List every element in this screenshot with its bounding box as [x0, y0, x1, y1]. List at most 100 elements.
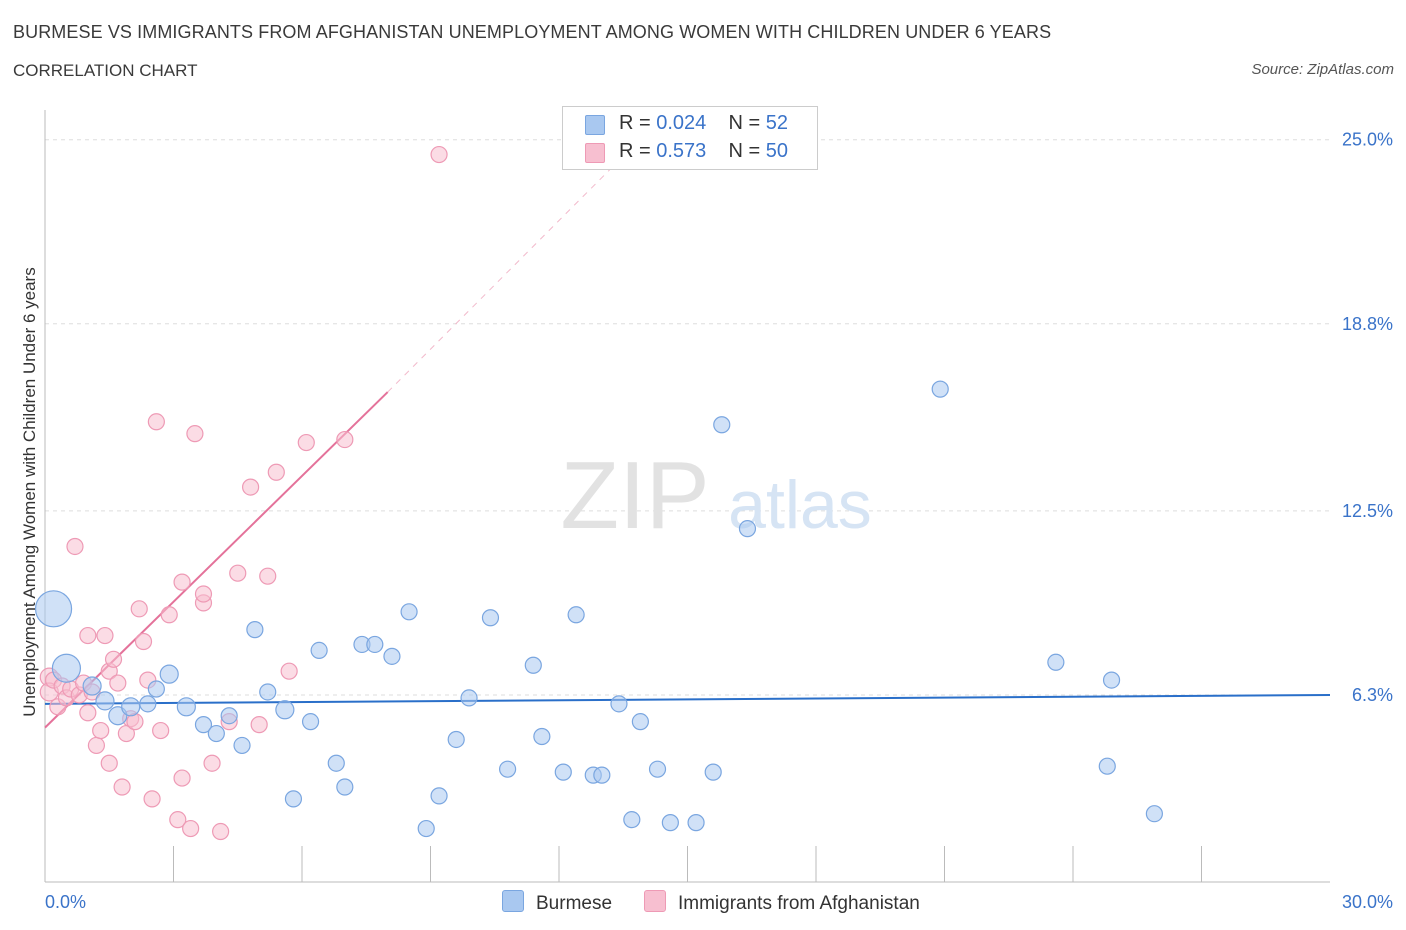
data-point	[275, 700, 295, 720]
data-point	[481, 609, 500, 627]
data-point	[623, 811, 641, 829]
data-point	[417, 819, 435, 838]
data-point	[430, 145, 448, 164]
data-point	[79, 704, 97, 722]
data-point	[259, 567, 277, 585]
data-point	[366, 635, 384, 654]
watermark: ZIP atlas	[560, 442, 871, 549]
data-point	[246, 621, 264, 639]
y-tick-label: 6.3%	[1352, 685, 1393, 705]
data-point	[159, 664, 179, 684]
bottom-legend-label: Immigrants from Afghanistan	[678, 893, 920, 914]
data-point	[104, 650, 123, 668]
data-point	[173, 769, 191, 787]
data-point	[87, 736, 106, 755]
x-tick-label: 0.0%	[45, 892, 86, 912]
data-point	[229, 564, 247, 582]
data-point	[100, 754, 118, 772]
data-point	[113, 778, 131, 796]
data-point	[147, 413, 165, 431]
data-point	[176, 697, 196, 717]
data-point	[931, 380, 949, 398]
data-point	[1098, 757, 1116, 775]
data-point	[524, 656, 542, 674]
legend-n-label: N =	[728, 140, 766, 162]
data-point	[310, 641, 328, 660]
legend-r-value: 0.024	[656, 112, 707, 134]
data-point	[194, 585, 213, 603]
legend-r-label: R =	[619, 112, 657, 134]
bottom-legend-label: Burmese	[536, 893, 613, 914]
legend-n-value: 52	[765, 112, 789, 134]
data-point	[460, 689, 478, 707]
axes	[44, 110, 1330, 883]
data-point	[648, 760, 667, 778]
data-point	[327, 754, 345, 772]
data-point	[567, 606, 585, 624]
data-point	[301, 713, 320, 731]
data-point	[130, 600, 148, 618]
data-point	[109, 674, 127, 692]
tick-labels: 6.3% 12.5% 18.8% 25.0% 0.0% 30.0%	[45, 130, 1393, 912]
watermark-zip: ZIP	[560, 442, 709, 549]
data-point	[82, 676, 102, 696]
y-tick-label: 25.0%	[1342, 130, 1393, 150]
legend-swatch-afghanistan	[585, 143, 605, 163]
data-point	[207, 724, 225, 743]
data-point	[250, 716, 268, 734]
data-point	[610, 695, 628, 713]
data-point	[336, 430, 354, 449]
data-point	[554, 763, 572, 781]
source-credit: Source: ZipAtlas.com	[1251, 61, 1394, 78]
data-point	[661, 814, 679, 832]
trend-line	[44, 391, 389, 729]
legend-n-label: N =	[728, 112, 766, 134]
data-points	[34, 145, 1163, 841]
bottom-legend-swatch-burmese	[502, 890, 524, 912]
data-point	[66, 537, 84, 556]
legend-r-label: R =	[619, 140, 657, 162]
data-point	[95, 691, 115, 711]
data-point	[233, 736, 251, 755]
data-point	[169, 811, 187, 829]
data-point	[220, 707, 238, 725]
data-point	[203, 754, 221, 772]
chart-title: BURMESE VS IMMIGRANTS FROM AFGHANISTAN U…	[13, 22, 1052, 42]
data-point	[383, 647, 401, 665]
data-point	[336, 778, 354, 796]
data-point	[186, 425, 204, 443]
data-point	[400, 603, 418, 621]
data-point	[79, 626, 97, 645]
data-point	[267, 463, 285, 481]
bottom-legend-swatch-afghanistan	[644, 890, 666, 912]
gridlines	[45, 139, 1330, 696]
data-point	[704, 763, 722, 781]
data-point	[212, 822, 230, 841]
data-point	[631, 713, 649, 731]
legend-r-value: 0.573	[656, 140, 707, 162]
data-point	[1047, 653, 1065, 671]
y-tick-label: 18.8%	[1342, 314, 1393, 334]
data-point	[96, 626, 114, 645]
data-point	[533, 727, 551, 746]
data-point	[51, 653, 82, 683]
data-point	[182, 819, 200, 838]
data-point	[173, 573, 191, 591]
data-point	[713, 416, 731, 434]
data-point	[242, 478, 260, 496]
data-point	[121, 697, 141, 717]
data-point	[194, 716, 213, 734]
trend-line	[44, 693, 1331, 705]
data-point	[1145, 805, 1163, 823]
bottom-legend-burmese: Burmese	[502, 890, 612, 915]
legend-swatch-burmese	[585, 115, 605, 135]
data-point	[280, 662, 298, 680]
data-point	[92, 721, 110, 740]
data-point	[430, 787, 448, 805]
data-point	[593, 766, 611, 784]
data-point	[738, 520, 757, 538]
data-point	[147, 680, 165, 698]
data-point	[134, 632, 153, 651]
data-point	[687, 814, 705, 832]
